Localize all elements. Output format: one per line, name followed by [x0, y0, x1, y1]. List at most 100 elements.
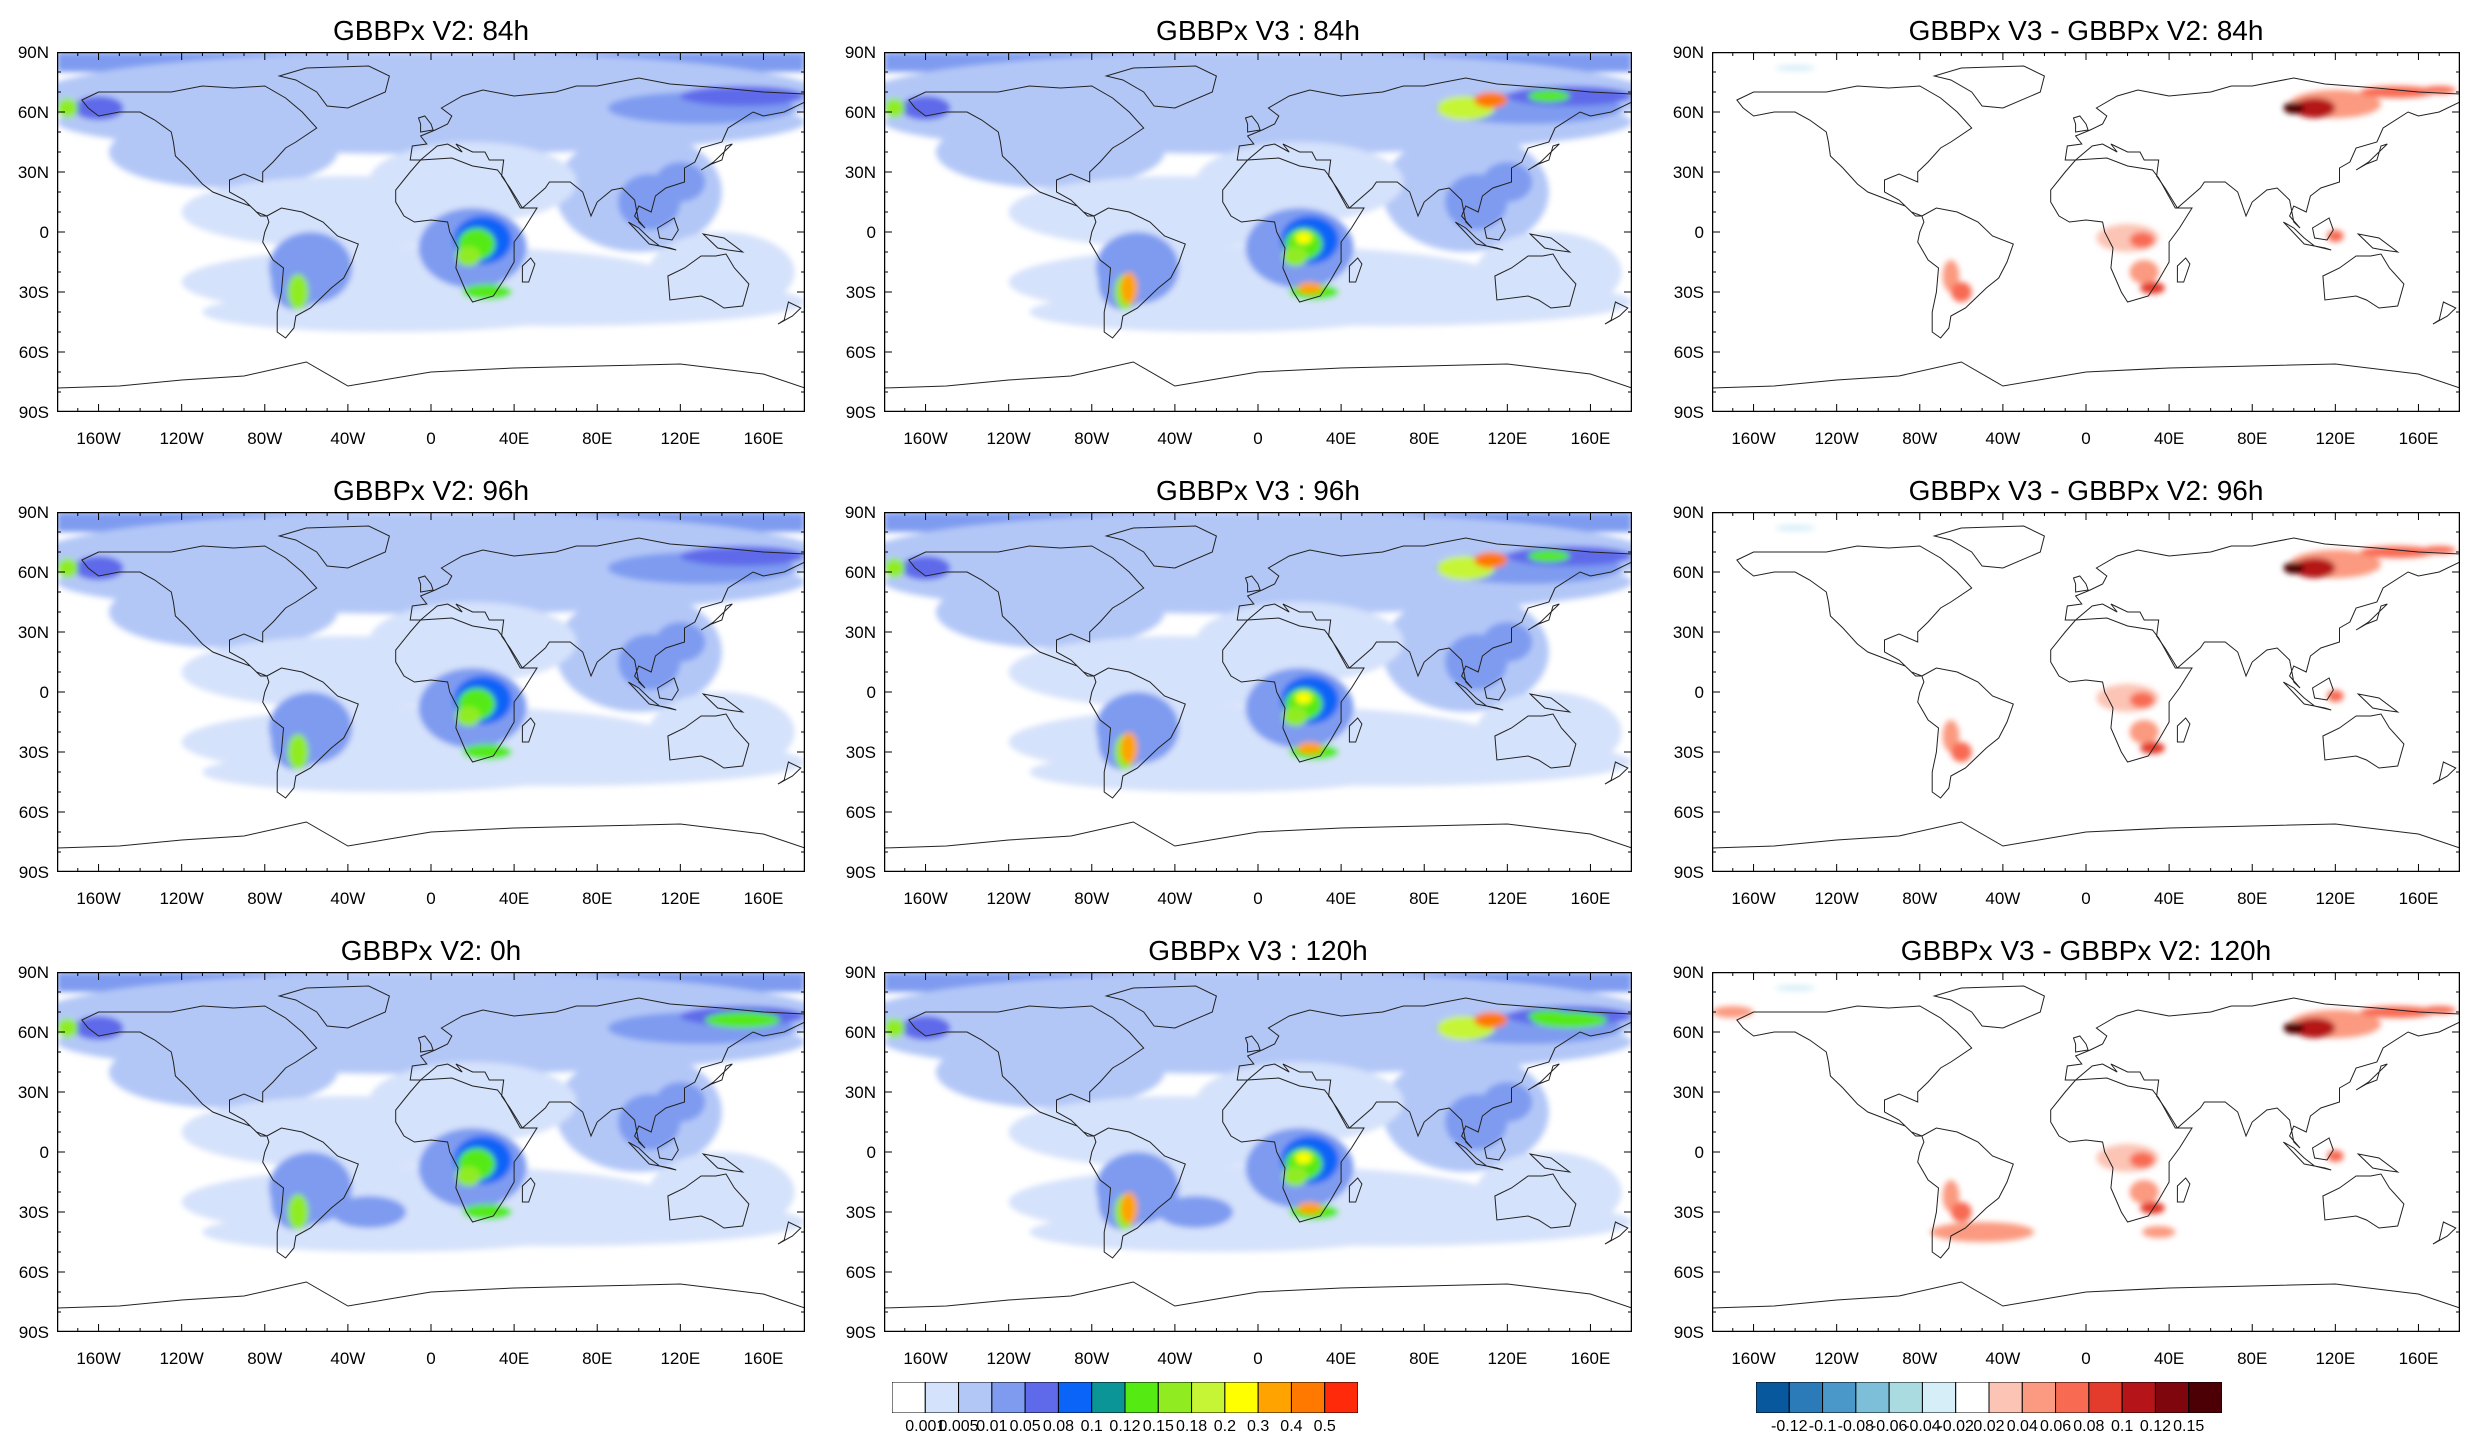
lon-label: 160E — [2398, 429, 2439, 448]
coastline-greenland — [1932, 985, 2045, 1029]
coastline-japan — [2355, 1063, 2388, 1091]
coastline-africa — [1222, 157, 1365, 303]
coastline-britain — [417, 1035, 434, 1053]
field-blob — [57, 1018, 78, 1038]
coastline-antarctica — [57, 821, 805, 849]
colorbar-box — [958, 1381, 993, 1414]
field-blob — [455, 246, 481, 266]
colorbar-label: 0.15 — [2173, 1418, 2205, 1435]
coastline-australia — [667, 1173, 750, 1229]
field-blob — [202, 292, 577, 332]
lon-label: 160W — [903, 1349, 948, 1368]
diff-blob — [2360, 86, 2436, 98]
map-plot — [884, 972, 1632, 1332]
axis-ticks — [884, 512, 1632, 872]
field-blob — [649, 232, 795, 312]
lon-label: 40W — [330, 429, 366, 448]
lat-label: 90N — [844, 963, 876, 982]
colorbar-label: -0.1 — [1808, 1418, 1837, 1435]
shaded-field — [1712, 985, 2456, 1242]
diff-blob — [2422, 1006, 2456, 1014]
diff-blob — [1950, 282, 1972, 302]
lat-label: 60N — [1672, 563, 1704, 582]
lon-label: 120W — [986, 889, 1031, 908]
field-blob — [1474, 1012, 1508, 1028]
panel-title: GBBPx V2: 84h — [332, 15, 530, 46]
lon-label: 0 — [2081, 889, 2091, 908]
diff-blob — [2293, 558, 2336, 578]
lat-label: 60N — [17, 103, 49, 122]
lat-label: 30S — [845, 283, 876, 302]
coastline-britain — [2072, 1035, 2089, 1053]
diff-blob — [2129, 1152, 2155, 1168]
coastline-nz — [1604, 1221, 1629, 1245]
field-blob — [935, 116, 1165, 188]
coastlines — [1712, 65, 2460, 389]
coastline-greenland — [277, 525, 390, 569]
field-blob — [57, 98, 78, 118]
field-blob — [884, 98, 905, 118]
coastline-newguinea — [701, 1153, 745, 1173]
map-plot — [57, 512, 805, 872]
coastline-borneo — [2311, 677, 2334, 701]
lon-label: 80E — [582, 889, 613, 908]
lat-label: 30S — [845, 743, 876, 762]
colorbar-label: 0.06 — [2039, 1418, 2072, 1435]
lat-label: 90N — [1672, 963, 1704, 982]
coastline-madagascar — [521, 717, 536, 743]
field-blob — [1507, 546, 1632, 566]
coastline-madagascar — [1348, 257, 1363, 283]
coastline-namerica — [1736, 1005, 1973, 1137]
field-blob — [108, 1036, 338, 1108]
shaded-field — [57, 52, 805, 332]
coastline-madagascar — [2176, 1177, 2191, 1203]
coastline-nz — [2432, 761, 2457, 785]
coastline-australia — [1494, 1173, 1577, 1229]
lon-label: 0 — [426, 1349, 436, 1368]
lon-label: 0 — [426, 889, 436, 908]
coastline-britain — [417, 115, 434, 133]
coastline-antarctica — [57, 1281, 805, 1309]
colorbar-box — [1091, 1381, 1126, 1414]
coastline-indonesia — [2283, 681, 2332, 711]
lon-label: 80W — [247, 429, 283, 448]
coastline-eurasia — [409, 997, 805, 1149]
field-blob — [1120, 732, 1138, 764]
lat-label: 90N — [17, 43, 49, 62]
coastline-greenland — [1932, 525, 2045, 569]
axis-ticks — [57, 512, 805, 872]
coastline-greenland — [1104, 985, 1217, 1029]
coastline-namerica — [908, 1005, 1145, 1137]
map-plot — [884, 52, 1632, 412]
colorbar-label: -0.06 — [1870, 1418, 1908, 1435]
lon-label: 160E — [743, 1349, 784, 1368]
coastline-nz — [777, 761, 802, 785]
lat-label: 0 — [1694, 223, 1704, 242]
lon-label: 40E — [1325, 889, 1357, 908]
map-panel-diff-120h: GBBPx V3 - GBBPx V2: 120h 90N 60N 30N 0 30S 60… — [1673, 937, 2460, 1367]
lon-label: 0 — [1253, 889, 1263, 908]
lat-label: 60S — [845, 343, 876, 362]
lat-label: 0 — [39, 1143, 49, 1162]
shaded-field — [57, 972, 805, 1252]
lon-label: 160E — [743, 429, 784, 448]
lat-label: 0 — [866, 683, 876, 702]
lon-label: 120E — [1487, 429, 1528, 448]
lon-label: 120W — [1814, 429, 1859, 448]
coastline-samerica — [1917, 1127, 2014, 1259]
diff-blob — [1775, 525, 1816, 531]
colorbar-box — [891, 1381, 926, 1414]
diff-blob — [1950, 1202, 1972, 1222]
field-blob — [1476, 1152, 1622, 1232]
lon-label: 120E — [660, 1349, 701, 1368]
diff-blob — [2422, 86, 2456, 94]
colorbar-box — [2088, 1381, 2123, 1414]
map-panel-v2-84h: GBBPx V2: 84h 90N 60N 30N 0 30S 60S 90S 160W 120W… — [18, 17, 805, 447]
lon-label: 120W — [1814, 889, 1859, 908]
coastline-borneo — [656, 1137, 679, 1161]
diff-blob — [1712, 1006, 1754, 1018]
colorbar-label: 0.04 — [2006, 1418, 2038, 1435]
coastline-madagascar — [2176, 257, 2191, 283]
colorbar-label: 0.3 — [1247, 1418, 1270, 1435]
lon-label: 40E — [498, 889, 530, 908]
